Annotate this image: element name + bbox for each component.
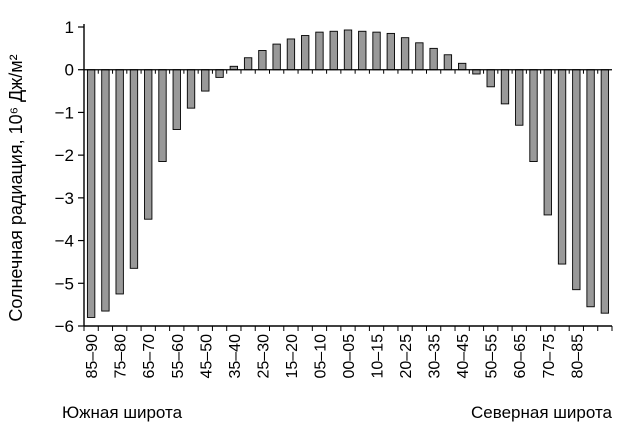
bar [400, 37, 410, 71]
north-latitude-label: Северная широта [471, 403, 612, 422]
y-tick-label: −6 [55, 317, 74, 336]
x-tick-label: 05–10 [312, 334, 329, 379]
bar [372, 31, 381, 71]
bar [458, 62, 467, 71]
x-tick-label: 55–60 [170, 334, 187, 379]
bar [429, 47, 438, 71]
y-tick-label: −4 [55, 232, 74, 251]
bar [272, 43, 281, 71]
bar [415, 42, 424, 71]
south-latitude-label: Южная широта [62, 403, 183, 422]
bar [386, 32, 395, 71]
x-tick-label: 00–05 [341, 334, 358, 379]
x-tick-label: 25–30 [255, 334, 272, 379]
x-tick-label: 30–35 [427, 334, 444, 379]
bar [258, 50, 267, 71]
x-tick-label: 20–25 [398, 334, 415, 379]
bar [286, 38, 296, 71]
x-ticks-group: 85–90 75–80 65–70 55–60 45–50 35–40 25–30 15–20… [84, 334, 586, 379]
axes-group [83, 24, 613, 331]
bar [557, 69, 567, 265]
bar [343, 29, 353, 71]
x-tick-label: 65–70 [141, 334, 158, 379]
bar [186, 69, 196, 109]
bar [515, 69, 524, 126]
x-tick-label: 85–90 [84, 334, 101, 379]
bar [115, 69, 124, 295]
y-ticks-group: 1 0 −1 −2 −3 −4 −5 −6 [55, 18, 84, 336]
y-tick-label: −3 [55, 189, 74, 208]
x-tick-label: 75–80 [113, 334, 130, 379]
bar [500, 69, 510, 105]
x-tick-label: 70–75 [541, 334, 558, 379]
bar [144, 69, 153, 220]
x-tick-label: 15–20 [284, 334, 301, 379]
bar [243, 57, 253, 71]
bar [101, 69, 110, 312]
bar [86, 69, 96, 318]
x-tick-label: 60–65 [512, 334, 529, 379]
bar [572, 69, 581, 291]
bar [600, 69, 610, 314]
x-tick-label: 50–55 [484, 334, 501, 379]
y-axis-label: Солнечная радиация, 10⁶ Дж/м² [6, 54, 26, 321]
x-tick-label: 45–50 [198, 334, 215, 379]
bar [486, 69, 495, 88]
bar [158, 69, 167, 162]
y-tick-label: 0 [65, 61, 74, 80]
y-tick-label: −1 [55, 103, 74, 122]
bar [529, 69, 538, 162]
bar [129, 69, 139, 269]
bars-group [86, 29, 610, 318]
bar [172, 69, 181, 130]
bar [586, 69, 595, 308]
y-tick-label: 1 [65, 18, 74, 37]
bar [443, 54, 453, 71]
bar [472, 69, 481, 75]
bar [329, 30, 338, 71]
x-tick-label: 80–85 [569, 334, 586, 379]
bar [215, 69, 224, 78]
bar [315, 31, 324, 71]
y-tick-label: −5 [55, 274, 74, 293]
x-tick-label: 10–15 [370, 334, 387, 379]
y-tick-label: −2 [55, 146, 74, 165]
bar [301, 35, 310, 71]
bar [358, 30, 367, 71]
bar [201, 69, 210, 92]
bar [543, 69, 552, 216]
x-tick-label: 40–45 [455, 334, 472, 379]
x-tick-label: 35–40 [227, 334, 244, 379]
